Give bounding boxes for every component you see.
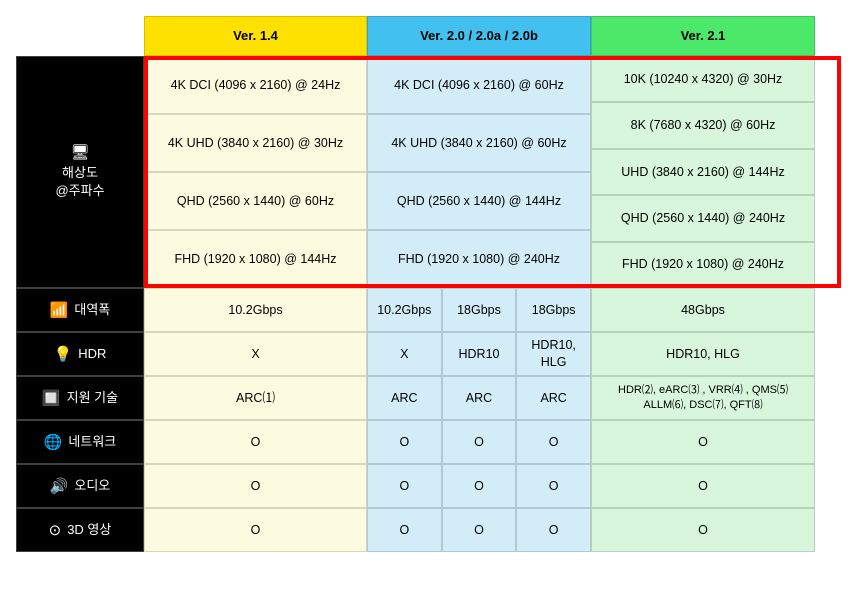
- header-row: Ver. 1.4 Ver. 2.0 / 2.0a / 2.0b Ver. 2.1: [16, 16, 841, 56]
- res-v21-4: FHD (1920 x 1080) @ 240Hz: [591, 242, 815, 288]
- aud-v14: O: [144, 464, 367, 508]
- aud-v20-1: O: [442, 464, 517, 508]
- rowlabel-resolution: 🖥 해상도 @주파수: [16, 56, 144, 288]
- hdr-v21: HDR10, HLG: [591, 332, 815, 376]
- net-v20-0: O: [367, 420, 442, 464]
- 3d-v21: O: [591, 508, 815, 552]
- row-tech: 🔲 지원 기술 ARC⑴ ARC ARC ARC HDR⑵, eARC⑶ , V…: [16, 376, 841, 420]
- aud-v21: O: [591, 464, 815, 508]
- hdr-v20-1: HDR10: [442, 332, 517, 376]
- net-v14: O: [144, 420, 367, 464]
- 3d-v20-2: O: [516, 508, 591, 552]
- rowlabel-network-text: 네트워크: [68, 433, 116, 451]
- rowlabel-network: 🌐 네트워크: [16, 420, 144, 464]
- rowlabel-audio-text: 오디오: [74, 477, 110, 495]
- tech-v14: ARC⑴: [144, 376, 367, 420]
- rowlabel-tech: 🔲 지원 기술: [16, 376, 144, 420]
- hdr-v20-0: X: [367, 332, 442, 376]
- header-ver21: Ver. 2.1: [591, 16, 815, 56]
- tech-v20-2: ARC: [516, 376, 591, 420]
- rowlabel-tech-text: 지원 기술: [67, 389, 118, 407]
- res-v20-2: QHD (2560 x 1440) @ 144Hz: [367, 172, 591, 230]
- bulb-icon: 💡: [54, 347, 73, 362]
- res-v14-1: 4K UHD (3840 x 2160) @ 30Hz: [144, 114, 367, 172]
- bw-v20-2: 18Gbps: [516, 288, 591, 332]
- net-v21: O: [591, 420, 815, 464]
- 3d-v20-0: O: [367, 508, 442, 552]
- res-v20-0: 4K DCI (4096 x 2160) @ 60Hz: [367, 56, 591, 114]
- row-audio: 🔊 오디오 O O O O O: [16, 464, 841, 508]
- rowlabel-resolution-text: 해상도 @주파수: [55, 164, 104, 199]
- res-v14-0: 4K DCI (4096 x 2160) @ 24Hz: [144, 56, 367, 114]
- bw-v21: 48Gbps: [591, 288, 815, 332]
- row-hdr: 💡 HDR X X HDR10 HDR10, HLG HDR10, HLG: [16, 332, 841, 376]
- 3d-v14: O: [144, 508, 367, 552]
- 3d-v20-1: O: [442, 508, 517, 552]
- res-v20-3: FHD (1920 x 1080) @ 240Hz: [367, 230, 591, 288]
- tech-v20-1: ARC: [442, 376, 517, 420]
- res-v20-1: 4K UHD (3840 x 2160) @ 60Hz: [367, 114, 591, 172]
- header-corner: [16, 16, 144, 56]
- res-v21-3: QHD (2560 x 1440) @ 240Hz: [591, 195, 815, 241]
- rowlabel-hdr: 💡 HDR: [16, 332, 144, 376]
- play-icon: ⊙: [49, 523, 62, 538]
- rowlabel-3d: ⊙ 3D 영상: [16, 508, 144, 552]
- row-resolution: 🖥 해상도 @주파수 4K DCI (4096 x 2160) @ 24Hz 4…: [16, 56, 841, 288]
- bw-v20-0: 10.2Gbps: [367, 288, 442, 332]
- row-network: 🌐 네트워크 O O O O O: [16, 420, 841, 464]
- speaker-icon: 🔊: [50, 479, 69, 494]
- net-v20-2: O: [516, 420, 591, 464]
- res-v21-0: 10K (10240 x 4320) @ 30Hz: [591, 56, 815, 102]
- row-3d: ⊙ 3D 영상 O O O O O: [16, 508, 841, 552]
- res-v14-2: QHD (2560 x 1440) @ 60Hz: [144, 172, 367, 230]
- monitor-icon: 🖥: [70, 145, 89, 160]
- rowlabel-3d-text: 3D 영상: [67, 521, 111, 539]
- antenna-icon: 📶: [50, 303, 69, 318]
- tech-v20-0: ARC: [367, 376, 442, 420]
- res-v21-1: 8K (7680 x 4320) @ 60Hz: [591, 102, 815, 148]
- rowlabel-bandwidth-text: 대역폭: [74, 301, 110, 319]
- bw-v20-1: 18Gbps: [442, 288, 517, 332]
- header-ver14: Ver. 1.4: [144, 16, 367, 56]
- tech-v21: HDR⑵, eARC⑶ , VRR⑷ , QMS⑸ ALLM⑹, DSC⑺, Q…: [591, 376, 815, 420]
- rowlabel-bandwidth: 📶 대역폭: [16, 288, 144, 332]
- aud-v20-2: O: [516, 464, 591, 508]
- row-bandwidth: 📶 대역폭 10.2Gbps 10.2Gbps 18Gbps 18Gbps 48…: [16, 288, 841, 332]
- hdr-v14: X: [144, 332, 367, 376]
- res-v21-2: UHD (3840 x 2160) @ 144Hz: [591, 149, 815, 195]
- hdmi-version-comparison-table: Ver. 1.4 Ver. 2.0 / 2.0a / 2.0b Ver. 2.1…: [16, 16, 841, 552]
- hdr-v20-2: HDR10, HLG: [516, 332, 591, 376]
- header-ver20: Ver. 2.0 / 2.0a / 2.0b: [367, 16, 591, 56]
- net-v20-1: O: [442, 420, 517, 464]
- chip-icon: 🔲: [42, 391, 61, 406]
- rowlabel-hdr-text: HDR: [78, 345, 106, 363]
- bw-v14: 10.2Gbps: [144, 288, 367, 332]
- res-v14-3: FHD (1920 x 1080) @ 144Hz: [144, 230, 367, 288]
- globe-icon: 🌐: [44, 435, 63, 450]
- aud-v20-0: O: [367, 464, 442, 508]
- rowlabel-audio: 🔊 오디오: [16, 464, 144, 508]
